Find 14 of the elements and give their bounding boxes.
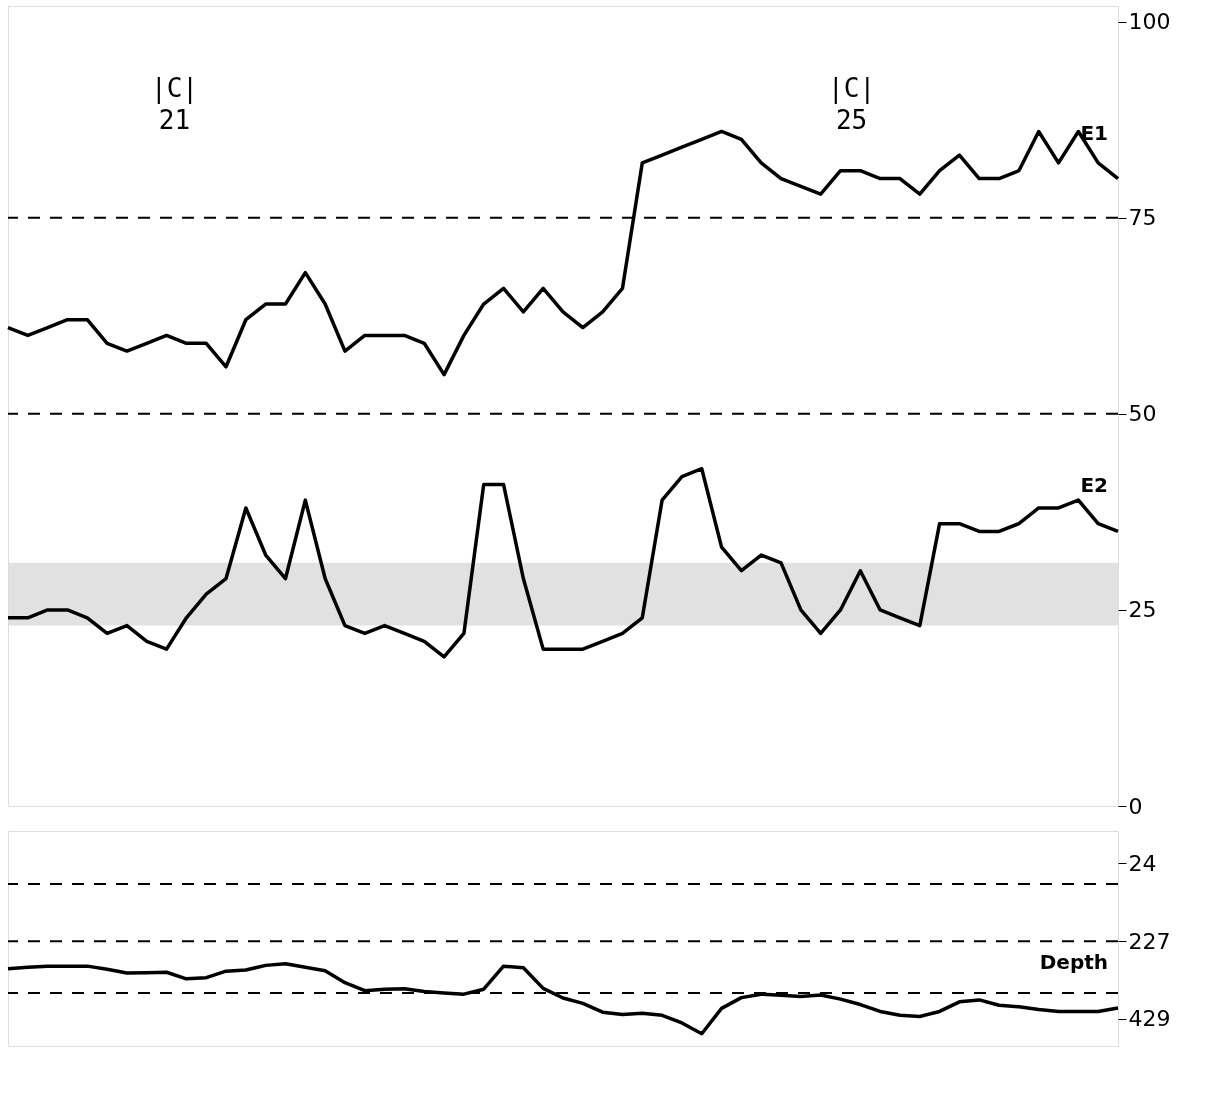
y-tick-label: 24 (1128, 850, 1157, 876)
annotation: |C| 25 (828, 73, 876, 135)
series-label: E2 (1080, 473, 1108, 498)
line-series (6, 467, 1120, 659)
y-tick-label: 25 (1128, 597, 1157, 623)
y-tick-label: 100 (1128, 9, 1171, 35)
y-tick-label: 227 (1128, 928, 1171, 954)
series-label: Depth (1039, 949, 1108, 974)
annotation: |C| 21 (151, 73, 198, 135)
y-tick-label: 50 (1128, 401, 1157, 427)
y-tick-label: 429 (1128, 1006, 1171, 1032)
y-tick-label: 0 (1128, 793, 1143, 819)
y-tick-label: 75 (1128, 205, 1157, 231)
series-label: E1 (1080, 120, 1108, 145)
